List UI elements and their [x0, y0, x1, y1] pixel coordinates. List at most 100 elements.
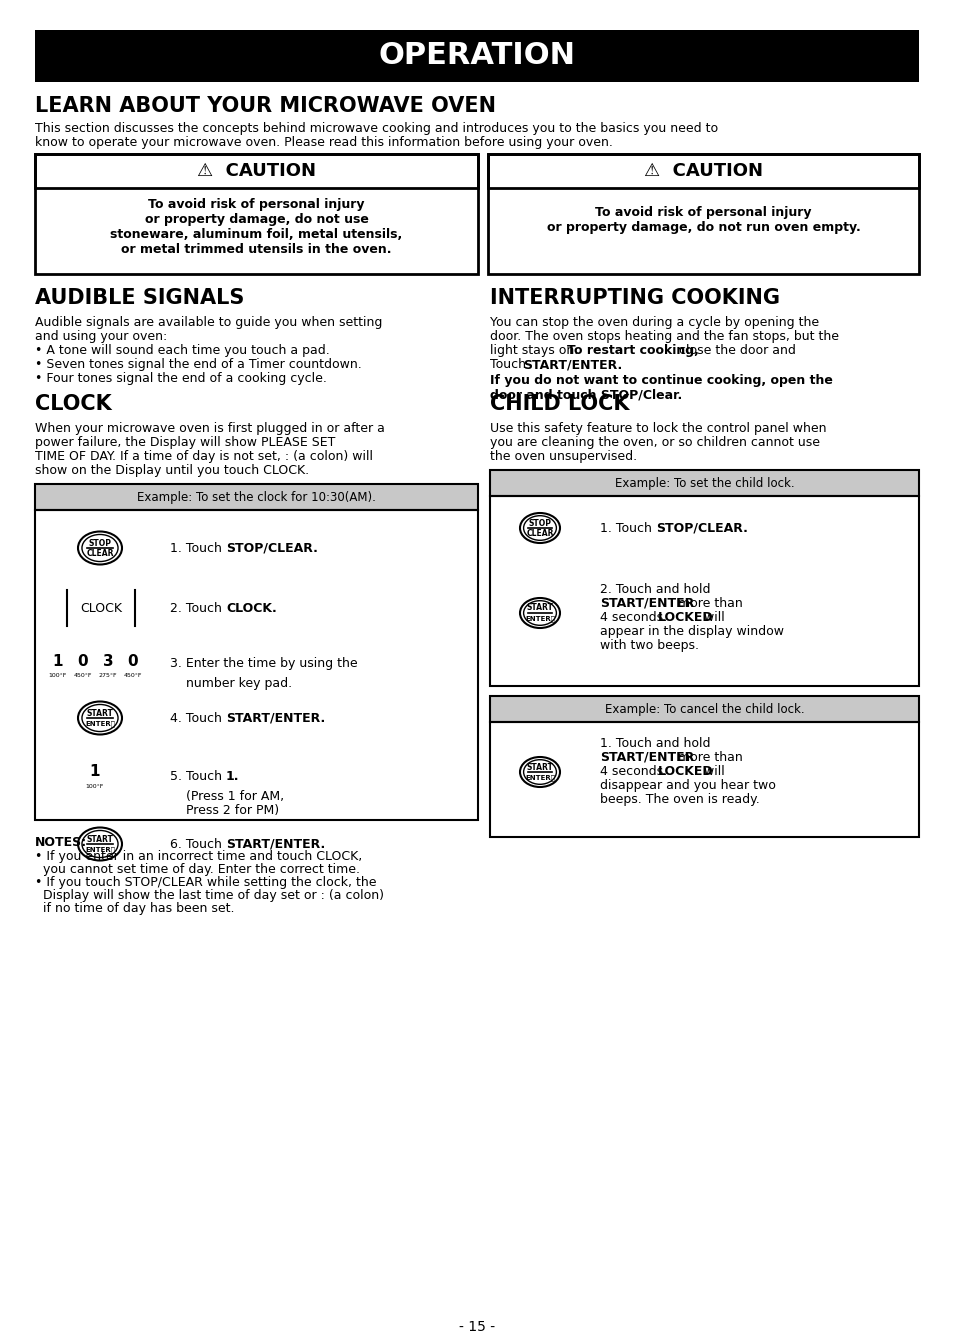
Text: close the door and: close the door and [675, 344, 795, 357]
Text: NOTES:: NOTES: [35, 836, 87, 849]
Text: 4 seconds.: 4 seconds. [599, 765, 670, 778]
Text: CLOCK: CLOCK [35, 395, 112, 413]
Text: • If you touch STOP/CLEAR while setting the clock, the: • If you touch STOP/CLEAR while setting … [35, 876, 376, 888]
Text: STOP: STOP [89, 538, 112, 548]
Text: 450°F: 450°F [73, 672, 92, 678]
Text: 5. Touch: 5. Touch [170, 769, 226, 782]
Text: To avoid risk of personal injury: To avoid risk of personal injury [148, 199, 364, 211]
Bar [490, 722, 918, 837]
Text: or property damage, do not use: or property damage, do not use [145, 213, 368, 225]
Text: or property damage, do not run oven empty.: or property damage, do not run oven empt… [546, 221, 860, 234]
Text: you are cleaning the oven, or so children cannot use: you are cleaning the oven, or so childre… [490, 436, 820, 450]
Text: appear in the display window: appear in the display window [599, 625, 783, 637]
Text: START/ENTER.: START/ENTER. [226, 837, 325, 851]
Text: OPERATION: OPERATION [378, 42, 575, 71]
Text: 1.: 1. [226, 769, 239, 782]
Text: you cannot set time of day. Enter the correct time.: you cannot set time of day. Enter the co… [35, 863, 359, 876]
Text: • Four tones signal the end of a cooking cycle.: • Four tones signal the end of a cooking… [35, 372, 327, 385]
Text: 100°F: 100°F [86, 784, 104, 789]
Text: 450°F: 450°F [124, 672, 142, 678]
Text: If you do not want to continue cooking, open the: If you do not want to continue cooking, … [490, 374, 832, 386]
Text: 4 seconds.: 4 seconds. [599, 611, 670, 624]
Text: 0: 0 [77, 654, 89, 668]
Text: CLOCK: CLOCK [80, 601, 122, 615]
Text: ENTER⓪: ENTER⓪ [524, 774, 555, 781]
Text: When your microwave oven is first plugged in or after a: When your microwave oven is first plugge… [35, 421, 384, 435]
Text: will: will [700, 765, 724, 778]
Bar [35, 154, 477, 188]
Text: STOP/CLEAR.: STOP/CLEAR. [226, 542, 317, 554]
Text: 1. Touch and hold: 1. Touch and hold [599, 737, 710, 750]
Text: beeps. The oven is ready.: beeps. The oven is ready. [599, 793, 759, 807]
Text: • If you enter in an incorrect time and touch CLOCK,: • If you enter in an incorrect time and … [35, 849, 362, 863]
Text: ENTER⓪: ENTER⓪ [524, 616, 555, 623]
Text: To avoid risk of personal injury: To avoid risk of personal injury [595, 207, 811, 219]
Bar [35, 154, 477, 274]
Text: • Seven tones signal the end of a Timer countdown.: • Seven tones signal the end of a Timer … [35, 358, 361, 370]
Text: show on the Display until you touch CLOCK.: show on the Display until you touch CLOC… [35, 464, 309, 476]
Text: and using your oven:: and using your oven: [35, 330, 167, 344]
Text: 100°F: 100°F [49, 672, 67, 678]
Text: ⚠  CAUTION: ⚠ CAUTION [643, 162, 762, 180]
Text: if no time of day has been set.: if no time of day has been set. [35, 902, 234, 915]
Text: LOCKED: LOCKED [658, 765, 713, 778]
Text: 275°F: 275°F [98, 672, 117, 678]
Text: the oven unsupervised.: the oven unsupervised. [490, 450, 637, 463]
Text: more than: more than [673, 752, 742, 764]
Text: START/ENTER: START/ENTER [599, 752, 694, 764]
Text: START/ENTER: START/ENTER [599, 597, 694, 611]
Text: 4. Touch: 4. Touch [170, 711, 226, 725]
Text: number key pad.: number key pad. [170, 676, 292, 690]
Text: STOP/CLEAR.: STOP/CLEAR. [656, 522, 747, 534]
Text: power failure, the Display will show PLEASE SET: power failure, the Display will show PLE… [35, 436, 335, 450]
Text: To restart cooking,: To restart cooking, [566, 344, 699, 357]
Text: stoneware, aluminum foil, metal utensils,: stoneware, aluminum foil, metal utensils… [111, 228, 402, 242]
Text: This section discusses the concepts behind microwave cooking and introduces you : This section discusses the concepts behi… [35, 122, 718, 136]
Text: 6. Touch: 6. Touch [170, 837, 226, 851]
Text: know to operate your microwave oven. Please read this information before using y: know to operate your microwave oven. Ple… [35, 136, 612, 149]
Text: or metal trimmed utensils in the oven.: or metal trimmed utensils in the oven. [121, 243, 392, 256]
Text: Audible signals are available to guide you when setting: Audible signals are available to guide y… [35, 315, 382, 329]
Text: • A tone will sound each time you touch a pad.: • A tone will sound each time you touch … [35, 344, 330, 357]
Text: will: will [700, 611, 724, 624]
Text: 1. Touch: 1. Touch [170, 542, 226, 554]
Text: ENTER⓪: ENTER⓪ [85, 847, 115, 854]
Text: 3: 3 [103, 654, 113, 668]
Text: 2. Touch: 2. Touch [170, 601, 226, 615]
Text: LEARN ABOUT YOUR MICROWAVE OVEN: LEARN ABOUT YOUR MICROWAVE OVEN [35, 97, 496, 115]
Text: - 15 -: - 15 - [458, 1321, 495, 1334]
Text: CLEAR: CLEAR [86, 549, 113, 558]
Bar [490, 470, 918, 497]
Text: You can stop the oven during a cycle by opening the: You can stop the oven during a cycle by … [490, 315, 819, 329]
Text: CHILD LOCK: CHILD LOCK [490, 395, 629, 413]
Text: START: START [526, 604, 553, 612]
Text: door. The oven stops heating and the fan stops, but the: door. The oven stops heating and the fan… [490, 330, 838, 344]
Text: door and touch STOP/Clear.: door and touch STOP/Clear. [490, 388, 681, 401]
Text: light stays on.: light stays on. [490, 344, 581, 357]
Text: 1: 1 [90, 765, 100, 780]
Text: 0: 0 [128, 654, 138, 668]
Bar [488, 154, 918, 274]
Text: Touch: Touch [490, 358, 530, 370]
Text: START/ENTER.: START/ENTER. [226, 711, 325, 725]
Text: 1. Touch: 1. Touch [599, 522, 655, 534]
Text: Press 2 for PM): Press 2 for PM) [170, 804, 279, 817]
Bar [35, 484, 477, 510]
Bar [490, 696, 918, 722]
Text: CLEAR: CLEAR [526, 530, 553, 538]
Text: (Press 1 for AM,: (Press 1 for AM, [170, 790, 284, 803]
Text: ENTER⓪: ENTER⓪ [85, 721, 115, 727]
Text: ⚠  CAUTION: ⚠ CAUTION [196, 162, 315, 180]
Bar [35, 510, 477, 820]
Text: LOCKED: LOCKED [658, 611, 713, 624]
Text: START: START [87, 835, 113, 844]
Text: CLOCK.: CLOCK. [226, 601, 276, 615]
Text: more than: more than [673, 597, 742, 611]
Text: Example: To cancel the child lock.: Example: To cancel the child lock. [604, 702, 803, 715]
Text: AUDIBLE SIGNALS: AUDIBLE SIGNALS [35, 289, 244, 309]
Text: Example: To set the clock for 10:30(AM).: Example: To set the clock for 10:30(AM). [137, 490, 375, 503]
Text: STOP: STOP [528, 518, 551, 527]
Text: 1: 1 [52, 654, 63, 668]
Text: with two beeps.: with two beeps. [599, 639, 699, 652]
Text: 3. Enter the time by using the: 3. Enter the time by using the [170, 656, 357, 670]
